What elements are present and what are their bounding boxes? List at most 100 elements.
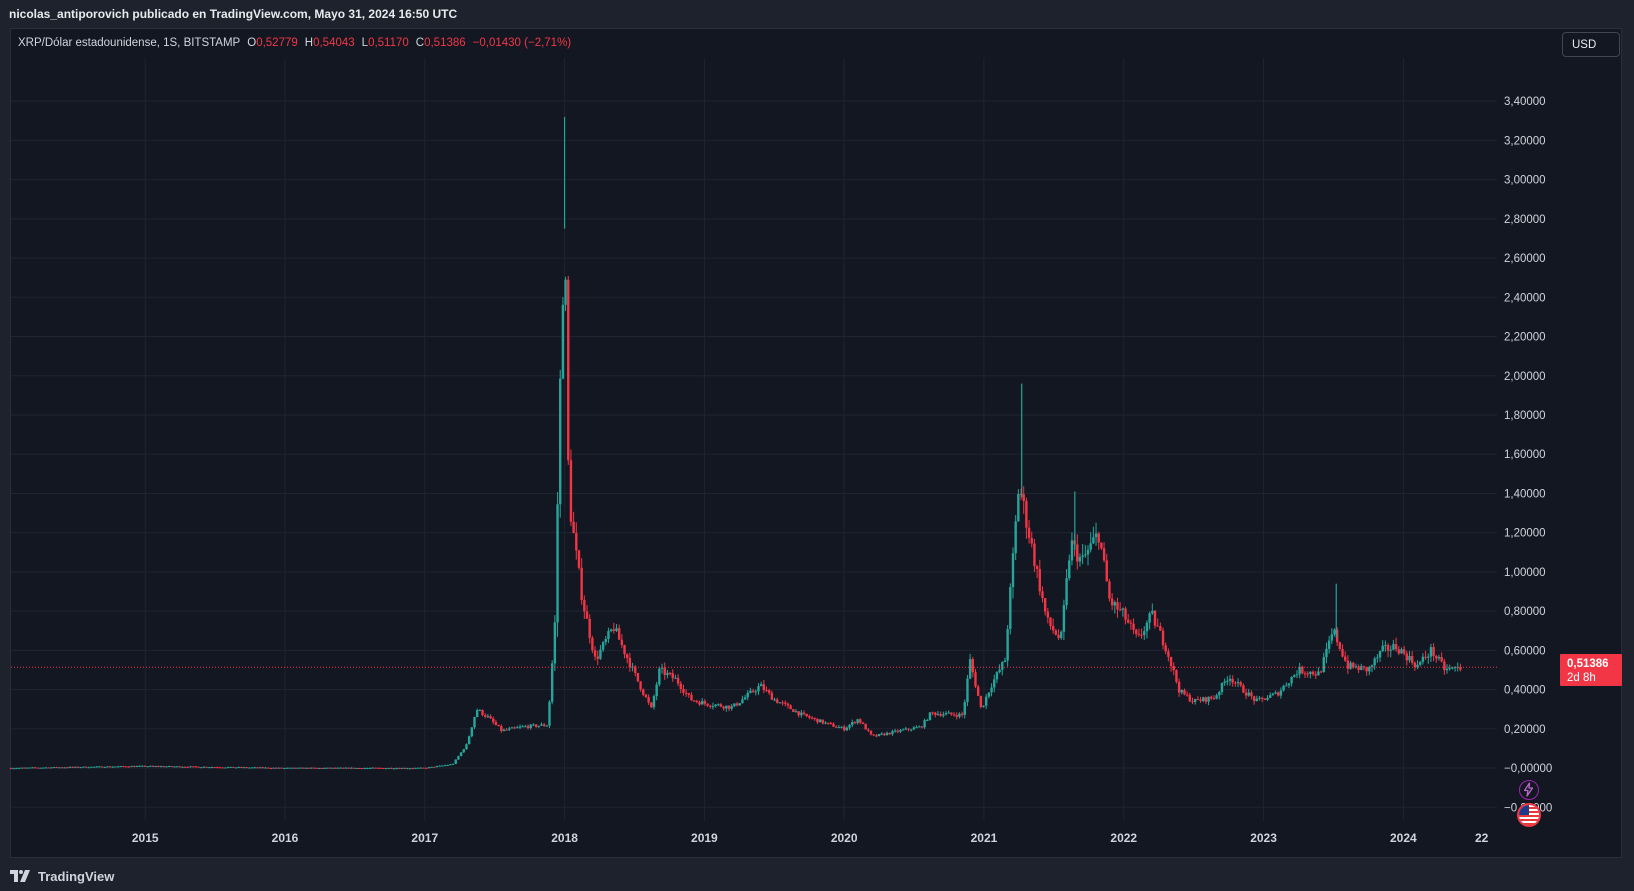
chart-pane[interactable] <box>10 28 1622 858</box>
currency-button[interactable]: USD <box>1562 32 1620 57</box>
candle <box>947 710 950 714</box>
candle <box>1068 554 1071 581</box>
candle <box>816 718 819 725</box>
candle-body <box>301 767 305 769</box>
candle <box>355 767 358 769</box>
candle <box>1017 489 1020 522</box>
candle <box>1049 617 1052 630</box>
candle <box>1051 618 1055 634</box>
candle-body <box>909 729 913 731</box>
candle <box>486 713 490 718</box>
candle <box>317 767 321 769</box>
candle-body <box>1445 668 1449 671</box>
candle <box>1038 559 1041 596</box>
candle-body <box>1094 533 1098 538</box>
candle-body <box>449 764 452 766</box>
candle <box>845 726 849 732</box>
candle-body <box>1239 682 1242 686</box>
candle <box>363 767 366 770</box>
candle <box>556 491 559 637</box>
candle <box>1322 652 1325 673</box>
candle-body <box>1105 560 1108 582</box>
candle <box>888 732 891 735</box>
candle-body <box>438 765 441 767</box>
candle <box>612 622 616 634</box>
candle <box>1116 597 1119 618</box>
lightning-icon[interactable] <box>1519 780 1539 800</box>
candle-body <box>1113 602 1117 606</box>
candle-body <box>1121 608 1125 610</box>
candle-body <box>189 766 192 768</box>
candle <box>607 627 610 644</box>
candle <box>1164 642 1167 655</box>
candle <box>550 660 554 705</box>
candle-body <box>1027 527 1031 538</box>
candle <box>1204 696 1208 705</box>
candle-body <box>44 767 48 769</box>
candle-body <box>567 279 570 461</box>
candle-body <box>1172 666 1175 671</box>
candle-body <box>435 766 439 768</box>
us-flag-icon[interactable] <box>1517 803 1541 827</box>
candle <box>390 767 393 769</box>
candle <box>1009 583 1012 635</box>
candle <box>1001 661 1004 676</box>
candle-body <box>1017 494 1020 522</box>
candle-body <box>508 728 511 730</box>
candle <box>360 768 364 770</box>
candle <box>175 766 179 768</box>
candle <box>342 767 345 769</box>
candle <box>674 674 677 679</box>
candle-body <box>1448 668 1451 670</box>
candle-body <box>347 767 350 769</box>
footer-brand[interactable]: TradingView <box>10 866 114 886</box>
candle <box>658 666 661 687</box>
candle-body <box>31 767 34 769</box>
candle-body <box>103 767 106 769</box>
candle-body <box>1335 629 1339 643</box>
candle <box>968 653 972 680</box>
candle-body <box>792 709 795 713</box>
candle-body <box>821 719 824 724</box>
candle <box>1295 670 1299 679</box>
candle <box>379 767 382 769</box>
candle-body <box>1143 631 1146 636</box>
candle <box>727 705 731 712</box>
candle-body <box>358 767 361 769</box>
candle-body <box>1285 685 1288 687</box>
candle-body <box>1236 682 1240 684</box>
price-tick-label: 2,40000 <box>1504 292 1546 304</box>
candle-body <box>1378 651 1382 658</box>
price-tick-label: 0,60000 <box>1504 645 1546 657</box>
candle-body <box>342 767 345 769</box>
candle-body <box>534 724 538 727</box>
time-tick-label: 2017 <box>411 831 438 845</box>
candle-body <box>1333 629 1336 635</box>
candle <box>481 709 484 717</box>
candle-body <box>1293 675 1296 678</box>
candle-body <box>976 686 980 696</box>
candle-body <box>339 767 342 769</box>
candle <box>620 634 624 649</box>
candle-body <box>856 719 859 723</box>
candle-body <box>861 722 865 724</box>
candle-body <box>167 766 171 768</box>
candle-body <box>1081 555 1084 558</box>
candle-body <box>1092 537 1095 544</box>
candle <box>596 650 599 666</box>
candle <box>572 511 575 534</box>
candle <box>1121 607 1125 617</box>
candle <box>797 711 800 718</box>
candle <box>615 624 618 632</box>
candle <box>1413 661 1417 671</box>
candle <box>339 767 342 769</box>
candle <box>601 641 605 653</box>
candle-body <box>95 766 98 768</box>
candle <box>751 688 755 694</box>
candle-body <box>387 767 390 769</box>
candle-body <box>778 702 782 704</box>
candle-body <box>837 727 841 729</box>
candle <box>532 723 535 727</box>
candle-body <box>706 703 709 706</box>
